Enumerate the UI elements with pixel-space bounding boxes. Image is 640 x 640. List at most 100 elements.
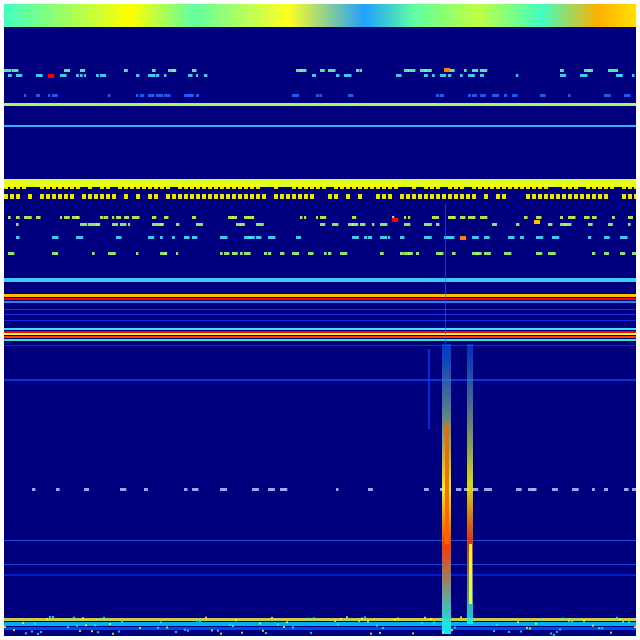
spectral-dot [320, 94, 323, 97]
spectral-dot [16, 223, 19, 226]
noise-speckle [199, 620, 201, 623]
spectral-dot [136, 94, 139, 97]
spectral-dot [484, 236, 490, 239]
spectral-dot [612, 69, 618, 72]
spectral-dot [40, 184, 44, 189]
spectral-dot [256, 236, 262, 239]
spectral-dot [160, 223, 164, 226]
spectral-dot [472, 236, 479, 239]
spectral-dot [448, 74, 452, 77]
spectral-dot [108, 94, 111, 97]
spectral-dot [70, 184, 74, 189]
noise-speckle [22, 621, 24, 624]
horizontal-band [4, 103, 636, 106]
spectral-dot [430, 184, 434, 189]
spectral-dot [76, 216, 79, 219]
spectral-dot [124, 216, 130, 219]
spectral-dot [436, 94, 440, 97]
noise-speckle [601, 627, 603, 630]
noise-speckle [52, 616, 54, 619]
spectral-dot [4, 184, 8, 189]
noise-speckle [283, 625, 285, 628]
spectral-dot [244, 236, 252, 239]
spectral-dot [480, 94, 486, 97]
spectral-dot [184, 488, 188, 491]
spectral-dot [472, 184, 476, 189]
spectral-dot [244, 216, 249, 219]
spectral-dot [454, 194, 458, 199]
horizontal-band [4, 320, 636, 321]
horizontal-band [4, 301, 636, 303]
spectral-dot [22, 184, 26, 189]
spectral-dot [480, 69, 488, 72]
spectral-dot [396, 74, 402, 77]
noise-speckle [622, 621, 624, 624]
spectral-dot [436, 194, 440, 199]
spectral-dot [358, 184, 362, 189]
spectral-dot [564, 223, 572, 226]
spectral-dot [226, 194, 230, 199]
noise-speckle [313, 617, 315, 620]
spectral-dot [464, 69, 467, 72]
spectral-dot [304, 69, 307, 72]
spectral-dot [628, 223, 631, 226]
spectral-dot [46, 194, 50, 199]
spectral-dot [526, 184, 530, 189]
spectral-dot [4, 194, 8, 199]
spectral-dot [248, 236, 255, 239]
spectral-dot [268, 236, 276, 239]
noise-speckle [85, 624, 87, 627]
spectral-dot [484, 488, 492, 491]
spectral-dot [196, 184, 200, 189]
spectral-dot [152, 223, 157, 226]
spectral-dot [504, 252, 512, 255]
spectral-dot [226, 184, 230, 189]
noise-speckle [412, 632, 414, 635]
spectral-dot [508, 236, 515, 239]
spectral-dot [160, 252, 167, 255]
spectral-dot [178, 184, 182, 189]
spectral-dot [466, 194, 470, 199]
spectral-dot [36, 216, 41, 219]
spectral-dot [128, 223, 131, 226]
spectral-dot [560, 223, 567, 226]
noise-speckle [598, 627, 600, 630]
spectral-dot [184, 94, 192, 97]
spectral-dot [516, 223, 520, 226]
spectral-dot [532, 488, 537, 491]
spectral-dot [448, 236, 455, 239]
spectral-dot [136, 184, 140, 189]
spectral-dot [408, 252, 413, 255]
spectral-dot [156, 94, 164, 97]
noise-speckle [361, 617, 363, 620]
spectral-dot [274, 184, 278, 189]
spectral-dot [124, 69, 128, 72]
spectral-dot [112, 223, 119, 226]
noise-speckle [565, 618, 567, 621]
spectral-dot [292, 94, 300, 97]
spectral-dot [52, 194, 56, 199]
spectral-dot [220, 236, 228, 239]
spectral-dot [36, 74, 43, 77]
spectral-dot [448, 184, 452, 189]
spectral-dot [166, 184, 170, 189]
spectral-dot [214, 194, 218, 199]
spectral-dot [512, 94, 518, 97]
noise-speckle [37, 632, 39, 635]
spectral-dot [70, 194, 74, 199]
spectral-dot [76, 184, 80, 189]
spectral-dot [310, 184, 314, 189]
noise-speckle [220, 632, 222, 635]
noise-speckle [271, 616, 273, 619]
spectral-dot [80, 223, 88, 226]
spectral-dot [312, 74, 317, 77]
spectral-dot [144, 488, 148, 491]
spectral-dot [436, 223, 440, 226]
vertical-streak [445, 204, 446, 344]
noise-speckle [460, 616, 462, 619]
horizontal-band [4, 298, 636, 300]
spectral-dot [40, 194, 44, 199]
horizontal-band [4, 179, 636, 187]
spectral-dot [588, 236, 592, 239]
spectral-dot [274, 194, 278, 199]
